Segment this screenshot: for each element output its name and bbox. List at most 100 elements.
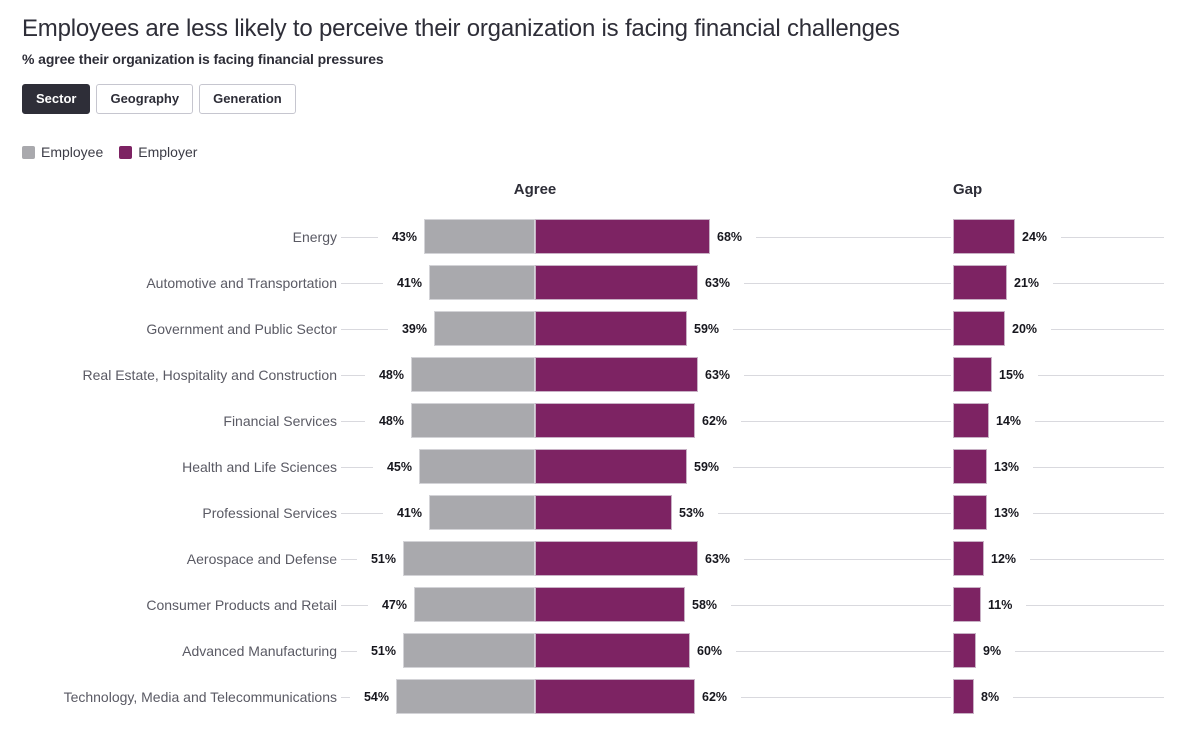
tab-bar: Sector Geography Generation — [22, 84, 1195, 114]
leader-line-mid — [697, 697, 951, 698]
gap-bar — [953, 633, 976, 668]
employee-value: 48% — [364, 352, 409, 398]
employee-value: 41% — [382, 260, 427, 306]
employer-value: 63% — [700, 352, 745, 398]
chart-row: Professional Services 41% 53% 13% — [0, 490, 1195, 536]
gap-value: 9% — [978, 628, 1016, 674]
gap-value: 13% — [989, 444, 1034, 490]
leader-line-mid — [700, 283, 951, 284]
gap-value: 15% — [994, 352, 1039, 398]
employer-bar — [535, 541, 698, 576]
employee-value: 45% — [372, 444, 417, 490]
employer-value: 60% — [692, 628, 737, 674]
gap-bar — [953, 403, 989, 438]
employee-bar — [403, 633, 535, 668]
legend: Employee Employer — [22, 144, 1195, 160]
leader-line-right — [978, 651, 1164, 652]
chart-row: Aerospace and Defense 51% 63% 12% — [0, 536, 1195, 582]
chart-row: Energy 43% 68% 24% — [0, 214, 1195, 260]
leader-line-mid — [697, 421, 951, 422]
gap-bar — [953, 219, 1015, 254]
row-label: Technology, Media and Telecommunications — [63, 689, 337, 705]
employee-value: 41% — [382, 490, 427, 536]
leader-line-mid — [689, 467, 951, 468]
chart-row: Automotive and Transportation 41% 63% 21% — [0, 260, 1195, 306]
gap-bar — [953, 587, 981, 622]
leader-line-mid — [674, 513, 951, 514]
row-label: Government and Public Sector — [146, 321, 337, 337]
employer-swatch-icon — [119, 145, 133, 159]
gap-bar — [953, 357, 992, 392]
employer-value: 59% — [689, 444, 734, 490]
gap-value: 13% — [989, 490, 1034, 536]
tab-geography[interactable]: Geography — [96, 84, 194, 114]
chart-row: Government and Public Sector 39% 59% 20% — [0, 306, 1195, 352]
column-headers: Agree Gap — [0, 181, 1195, 201]
chart-row: Real Estate, Hospitality and Constructio… — [0, 352, 1195, 398]
chart-rows: Energy 43% 68% 24% Automotive and Transporta… — [0, 214, 1195, 720]
employer-bar — [535, 495, 672, 530]
gap-bar — [953, 449, 987, 484]
leader-line-right — [994, 375, 1164, 376]
employee-bar — [419, 449, 535, 484]
chart-row: Health and Life Sciences 45% 59% 13% — [0, 444, 1195, 490]
leader-line-mid — [700, 559, 951, 560]
leader-line-right — [986, 559, 1164, 560]
row-label: Financial Services — [223, 413, 337, 429]
gap-bar — [953, 311, 1005, 346]
employer-bar — [535, 357, 698, 392]
leader-line-left — [341, 329, 432, 330]
report-page: Employees are less likely to perceive th… — [0, 15, 1195, 720]
employee-bar — [411, 403, 535, 438]
leader-line-mid — [700, 375, 951, 376]
employer-bar — [535, 403, 695, 438]
employee-bar — [429, 495, 535, 530]
gap-value: 11% — [983, 582, 1027, 628]
row-label: Consumer Products and Retail — [146, 597, 337, 613]
legend-item-employer: Employer — [119, 144, 197, 160]
employee-bar — [396, 679, 535, 714]
employee-value: 39% — [387, 306, 432, 352]
employee-value: 48% — [364, 398, 409, 444]
leader-line-mid — [689, 329, 951, 330]
gap-value: 12% — [986, 536, 1031, 582]
employer-bar — [535, 219, 710, 254]
leader-line-right — [989, 513, 1164, 514]
employee-value: 54% — [349, 674, 394, 720]
leader-line-right — [976, 697, 1164, 698]
employee-bar — [434, 311, 535, 346]
row-label: Aerospace and Defense — [186, 551, 337, 567]
leader-line-right — [1009, 283, 1164, 284]
chart-row: Advanced Manufacturing 51% 60% 9% — [0, 628, 1195, 674]
leader-line-mid — [712, 237, 951, 238]
employer-value: 62% — [697, 398, 742, 444]
employer-value: 62% — [697, 674, 742, 720]
employee-bar — [403, 541, 535, 576]
leader-line-right — [1007, 329, 1164, 330]
legend-item-employee: Employee — [22, 144, 103, 160]
chart-row: Financial Services 48% 62% 14% — [0, 398, 1195, 444]
employer-value: 59% — [689, 306, 734, 352]
employer-bar — [535, 633, 690, 668]
employee-value: 51% — [356, 536, 401, 582]
employer-value: 68% — [712, 214, 757, 260]
employee-swatch-icon — [22, 145, 35, 159]
tab-sector[interactable]: Sector — [22, 84, 91, 114]
employee-bar — [414, 587, 535, 622]
employer-value: 63% — [700, 536, 745, 582]
leader-line-mid — [687, 605, 951, 606]
gap-bar — [953, 265, 1007, 300]
employee-value: 47% — [367, 582, 412, 628]
employer-value: 58% — [687, 582, 732, 628]
gap-value: 24% — [1017, 214, 1062, 260]
page-title: Employees are less likely to perceive th… — [22, 15, 900, 42]
gap-value: 14% — [991, 398, 1036, 444]
row-label: Professional Services — [202, 505, 337, 521]
chart-row: Consumer Products and Retail 47% 58% 11% — [0, 582, 1195, 628]
employer-bar — [535, 587, 685, 622]
tab-generation[interactable]: Generation — [199, 84, 296, 114]
gap-column-header: Gap — [953, 181, 983, 198]
gap-bar — [953, 495, 987, 530]
leader-line-right — [989, 467, 1164, 468]
row-label: Health and Life Sciences — [182, 459, 337, 475]
